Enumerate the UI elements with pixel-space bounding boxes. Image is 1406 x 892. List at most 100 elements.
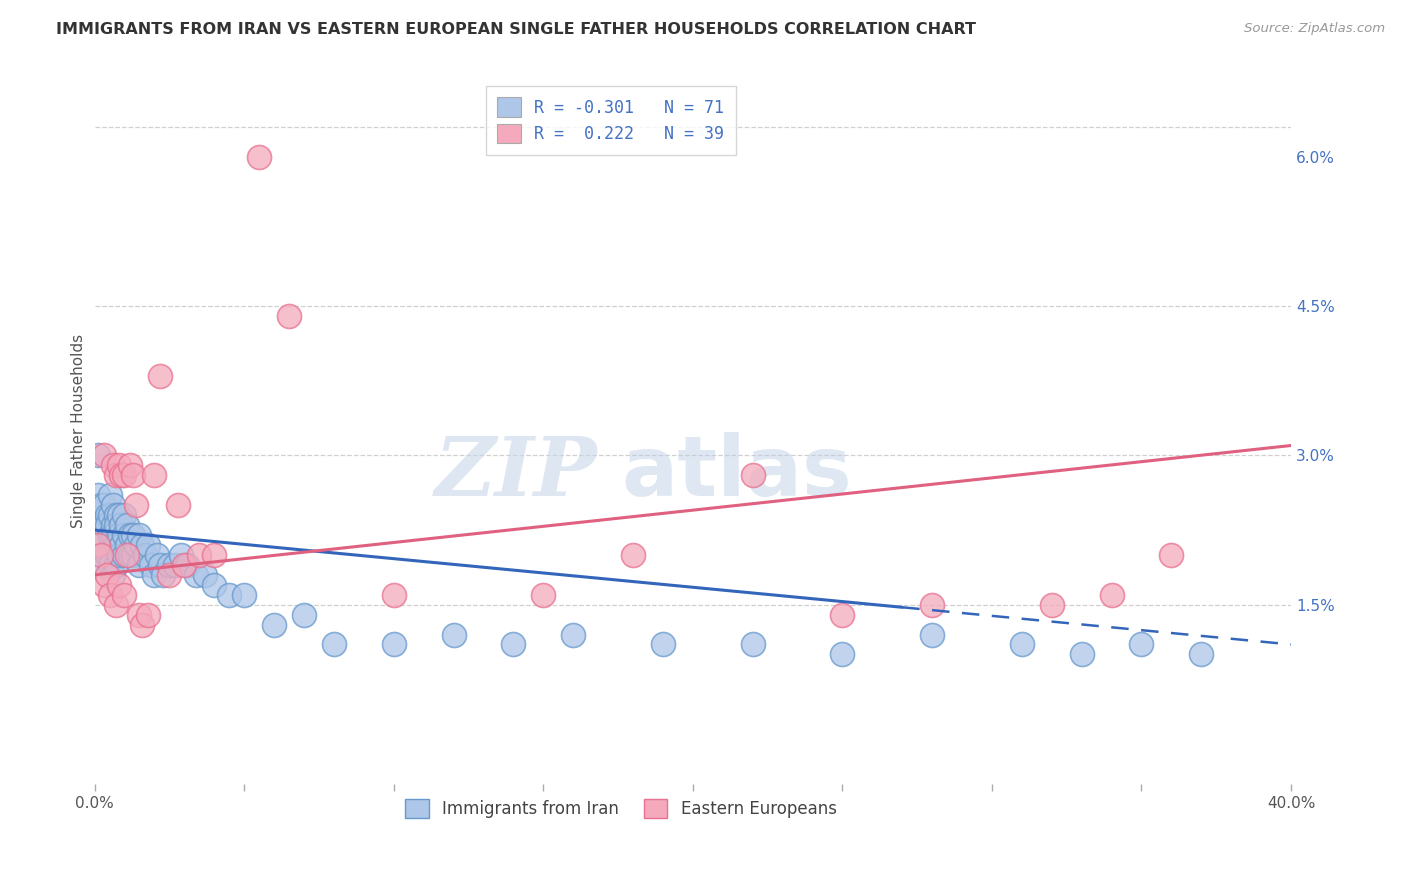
Point bbox=[651, 637, 673, 651]
Point bbox=[138, 607, 160, 622]
Point bbox=[101, 498, 124, 512]
Point bbox=[122, 548, 145, 562]
Point bbox=[86, 488, 108, 502]
Point bbox=[322, 637, 344, 651]
Point bbox=[131, 538, 153, 552]
Point bbox=[149, 368, 172, 383]
Point bbox=[146, 548, 169, 562]
Point bbox=[741, 468, 763, 483]
Point bbox=[831, 648, 853, 662]
Point bbox=[278, 309, 301, 323]
Point bbox=[98, 488, 121, 502]
Point bbox=[90, 528, 112, 542]
Point bbox=[114, 508, 136, 523]
Point bbox=[101, 528, 124, 542]
Point bbox=[921, 627, 943, 641]
Point bbox=[531, 588, 554, 602]
Point bbox=[86, 449, 108, 463]
Text: ZIP: ZIP bbox=[434, 433, 598, 513]
Legend: Immigrants from Iran, Eastern Europeans: Immigrants from Iran, Eastern Europeans bbox=[399, 792, 844, 825]
Point bbox=[86, 538, 108, 552]
Point bbox=[101, 567, 124, 582]
Point bbox=[131, 617, 153, 632]
Point bbox=[104, 558, 127, 572]
Point bbox=[98, 508, 121, 523]
Point bbox=[157, 558, 180, 572]
Point bbox=[114, 548, 136, 562]
Point bbox=[170, 548, 193, 562]
Point bbox=[1160, 548, 1182, 562]
Point bbox=[90, 548, 112, 562]
Point bbox=[263, 617, 285, 632]
Point bbox=[382, 588, 405, 602]
Point bbox=[120, 458, 142, 473]
Point bbox=[98, 528, 121, 542]
Point bbox=[107, 458, 129, 473]
Point bbox=[98, 558, 121, 572]
Point bbox=[1130, 637, 1153, 651]
Point bbox=[233, 588, 256, 602]
Point bbox=[117, 548, 139, 562]
Point bbox=[125, 538, 148, 552]
Text: atlas: atlas bbox=[621, 433, 852, 514]
Point bbox=[107, 508, 129, 523]
Point bbox=[141, 558, 163, 572]
Point bbox=[101, 518, 124, 533]
Point bbox=[921, 598, 943, 612]
Point bbox=[1040, 598, 1063, 612]
Point bbox=[125, 498, 148, 512]
Point bbox=[167, 498, 190, 512]
Point bbox=[107, 578, 129, 592]
Point bbox=[110, 468, 132, 483]
Point bbox=[96, 548, 118, 562]
Point bbox=[128, 607, 150, 622]
Point bbox=[173, 558, 195, 572]
Point bbox=[1011, 637, 1033, 651]
Point bbox=[93, 518, 115, 533]
Point bbox=[1101, 588, 1123, 602]
Point bbox=[96, 508, 118, 523]
Point bbox=[96, 518, 118, 533]
Point bbox=[149, 558, 172, 572]
Point bbox=[104, 508, 127, 523]
Point bbox=[128, 558, 150, 572]
Point bbox=[382, 637, 405, 651]
Point bbox=[93, 558, 115, 572]
Point bbox=[114, 528, 136, 542]
Point bbox=[186, 567, 208, 582]
Point bbox=[128, 528, 150, 542]
Point bbox=[122, 528, 145, 542]
Point bbox=[101, 458, 124, 473]
Point bbox=[502, 637, 524, 651]
Point bbox=[176, 558, 198, 572]
Point bbox=[247, 150, 270, 164]
Point bbox=[202, 578, 225, 592]
Point bbox=[134, 548, 156, 562]
Point bbox=[194, 567, 217, 582]
Point bbox=[152, 567, 174, 582]
Point bbox=[104, 598, 127, 612]
Text: Source: ZipAtlas.com: Source: ZipAtlas.com bbox=[1244, 22, 1385, 36]
Point bbox=[741, 637, 763, 651]
Point bbox=[114, 588, 136, 602]
Point bbox=[114, 468, 136, 483]
Point bbox=[621, 548, 644, 562]
Point bbox=[93, 498, 115, 512]
Point bbox=[202, 548, 225, 562]
Point bbox=[443, 627, 465, 641]
Point bbox=[117, 538, 139, 552]
Point bbox=[120, 528, 142, 542]
Point bbox=[218, 588, 240, 602]
Point bbox=[157, 567, 180, 582]
Point bbox=[188, 548, 211, 562]
Point bbox=[104, 518, 127, 533]
Y-axis label: Single Father Households: Single Father Households bbox=[72, 334, 86, 528]
Point bbox=[90, 498, 112, 512]
Point bbox=[143, 468, 166, 483]
Point bbox=[120, 548, 142, 562]
Point bbox=[110, 538, 132, 552]
Point bbox=[117, 518, 139, 533]
Point bbox=[107, 528, 129, 542]
Point bbox=[93, 449, 115, 463]
Text: IMMIGRANTS FROM IRAN VS EASTERN EUROPEAN SINGLE FATHER HOUSEHOLDS CORRELATION CH: IMMIGRANTS FROM IRAN VS EASTERN EUROPEAN… bbox=[56, 22, 976, 37]
